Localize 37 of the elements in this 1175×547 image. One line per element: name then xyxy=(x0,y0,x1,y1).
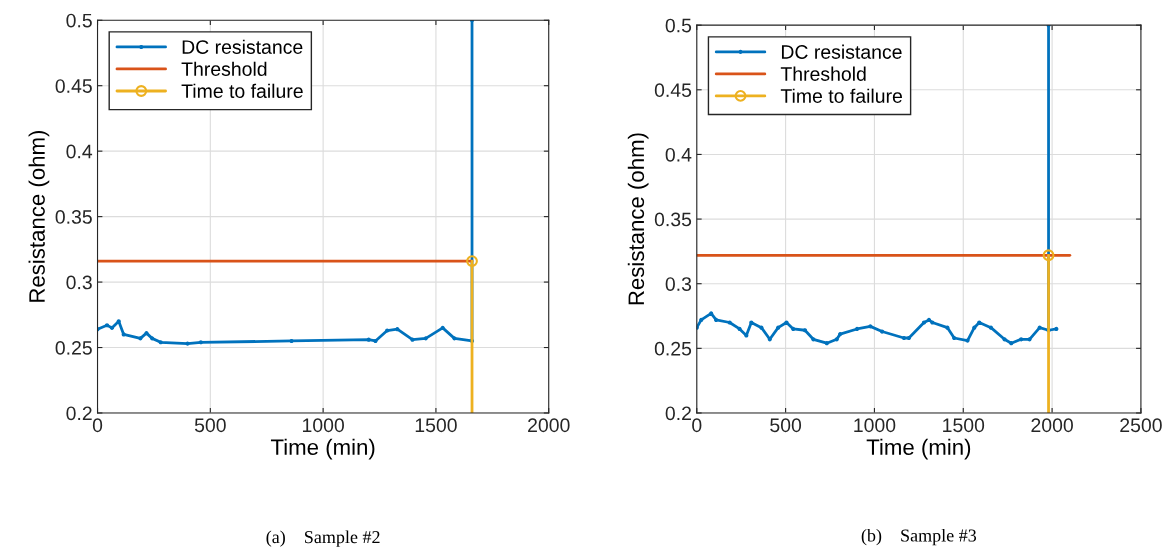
y-tick-label: 0.5 xyxy=(665,18,692,33)
y-tick-label: 0.45 xyxy=(55,79,92,93)
y-tick-label: 0.4 xyxy=(66,144,93,159)
y-tick-label: 0.25 xyxy=(654,341,692,356)
y-tick-label: 0.3 xyxy=(665,277,692,291)
legend-label: Threshold xyxy=(780,66,866,81)
legend-label: Threshold xyxy=(181,61,267,76)
y-tick-label: 0.2 xyxy=(665,406,691,421)
x-axis-title: Time (min) xyxy=(270,438,375,460)
x-tick-label: 0 xyxy=(692,418,702,433)
x-tick-label: 500 xyxy=(770,418,802,433)
x-tick-label: 2000 xyxy=(1031,418,1073,433)
x-tick-label: 1500 xyxy=(943,418,985,433)
x-tick-label: 0 xyxy=(92,418,103,433)
x-tick-label: 500 xyxy=(194,418,226,433)
y-tick-label: 0.35 xyxy=(654,212,692,227)
x-tick-label: 1000 xyxy=(854,418,896,433)
y-tick-label: 0.35 xyxy=(55,210,92,224)
y-tick-label: 0.3 xyxy=(66,275,92,290)
y-tick-label: 0.45 xyxy=(654,83,692,98)
y-tick-label: 0.5 xyxy=(66,13,92,28)
x-tick-label: 2000 xyxy=(528,418,570,433)
legend-label: Time to failure xyxy=(181,83,303,98)
text: (b) Sample #3 xyxy=(861,528,977,546)
y-axis-title: Resistance (ohm) xyxy=(28,130,50,302)
y-tick-label: 0.25 xyxy=(55,341,92,355)
y-axis-title: Resistance (ohm) xyxy=(627,133,649,305)
y-tick-label: 0.2 xyxy=(66,406,92,421)
legend-label: DC resistance xyxy=(182,39,303,54)
legend-label: Time to failure xyxy=(780,88,902,103)
y-tick-label: 0.4 xyxy=(665,147,692,162)
text: (a) Sample #2 xyxy=(266,530,380,547)
x-tick-label: 1000 xyxy=(302,418,344,433)
x-tick-label: 2500 xyxy=(1120,418,1162,433)
x-axis-title: Time (min) xyxy=(866,438,971,460)
legend-label: DC resistance xyxy=(781,44,902,59)
x-tick-label: 1500 xyxy=(415,418,457,433)
